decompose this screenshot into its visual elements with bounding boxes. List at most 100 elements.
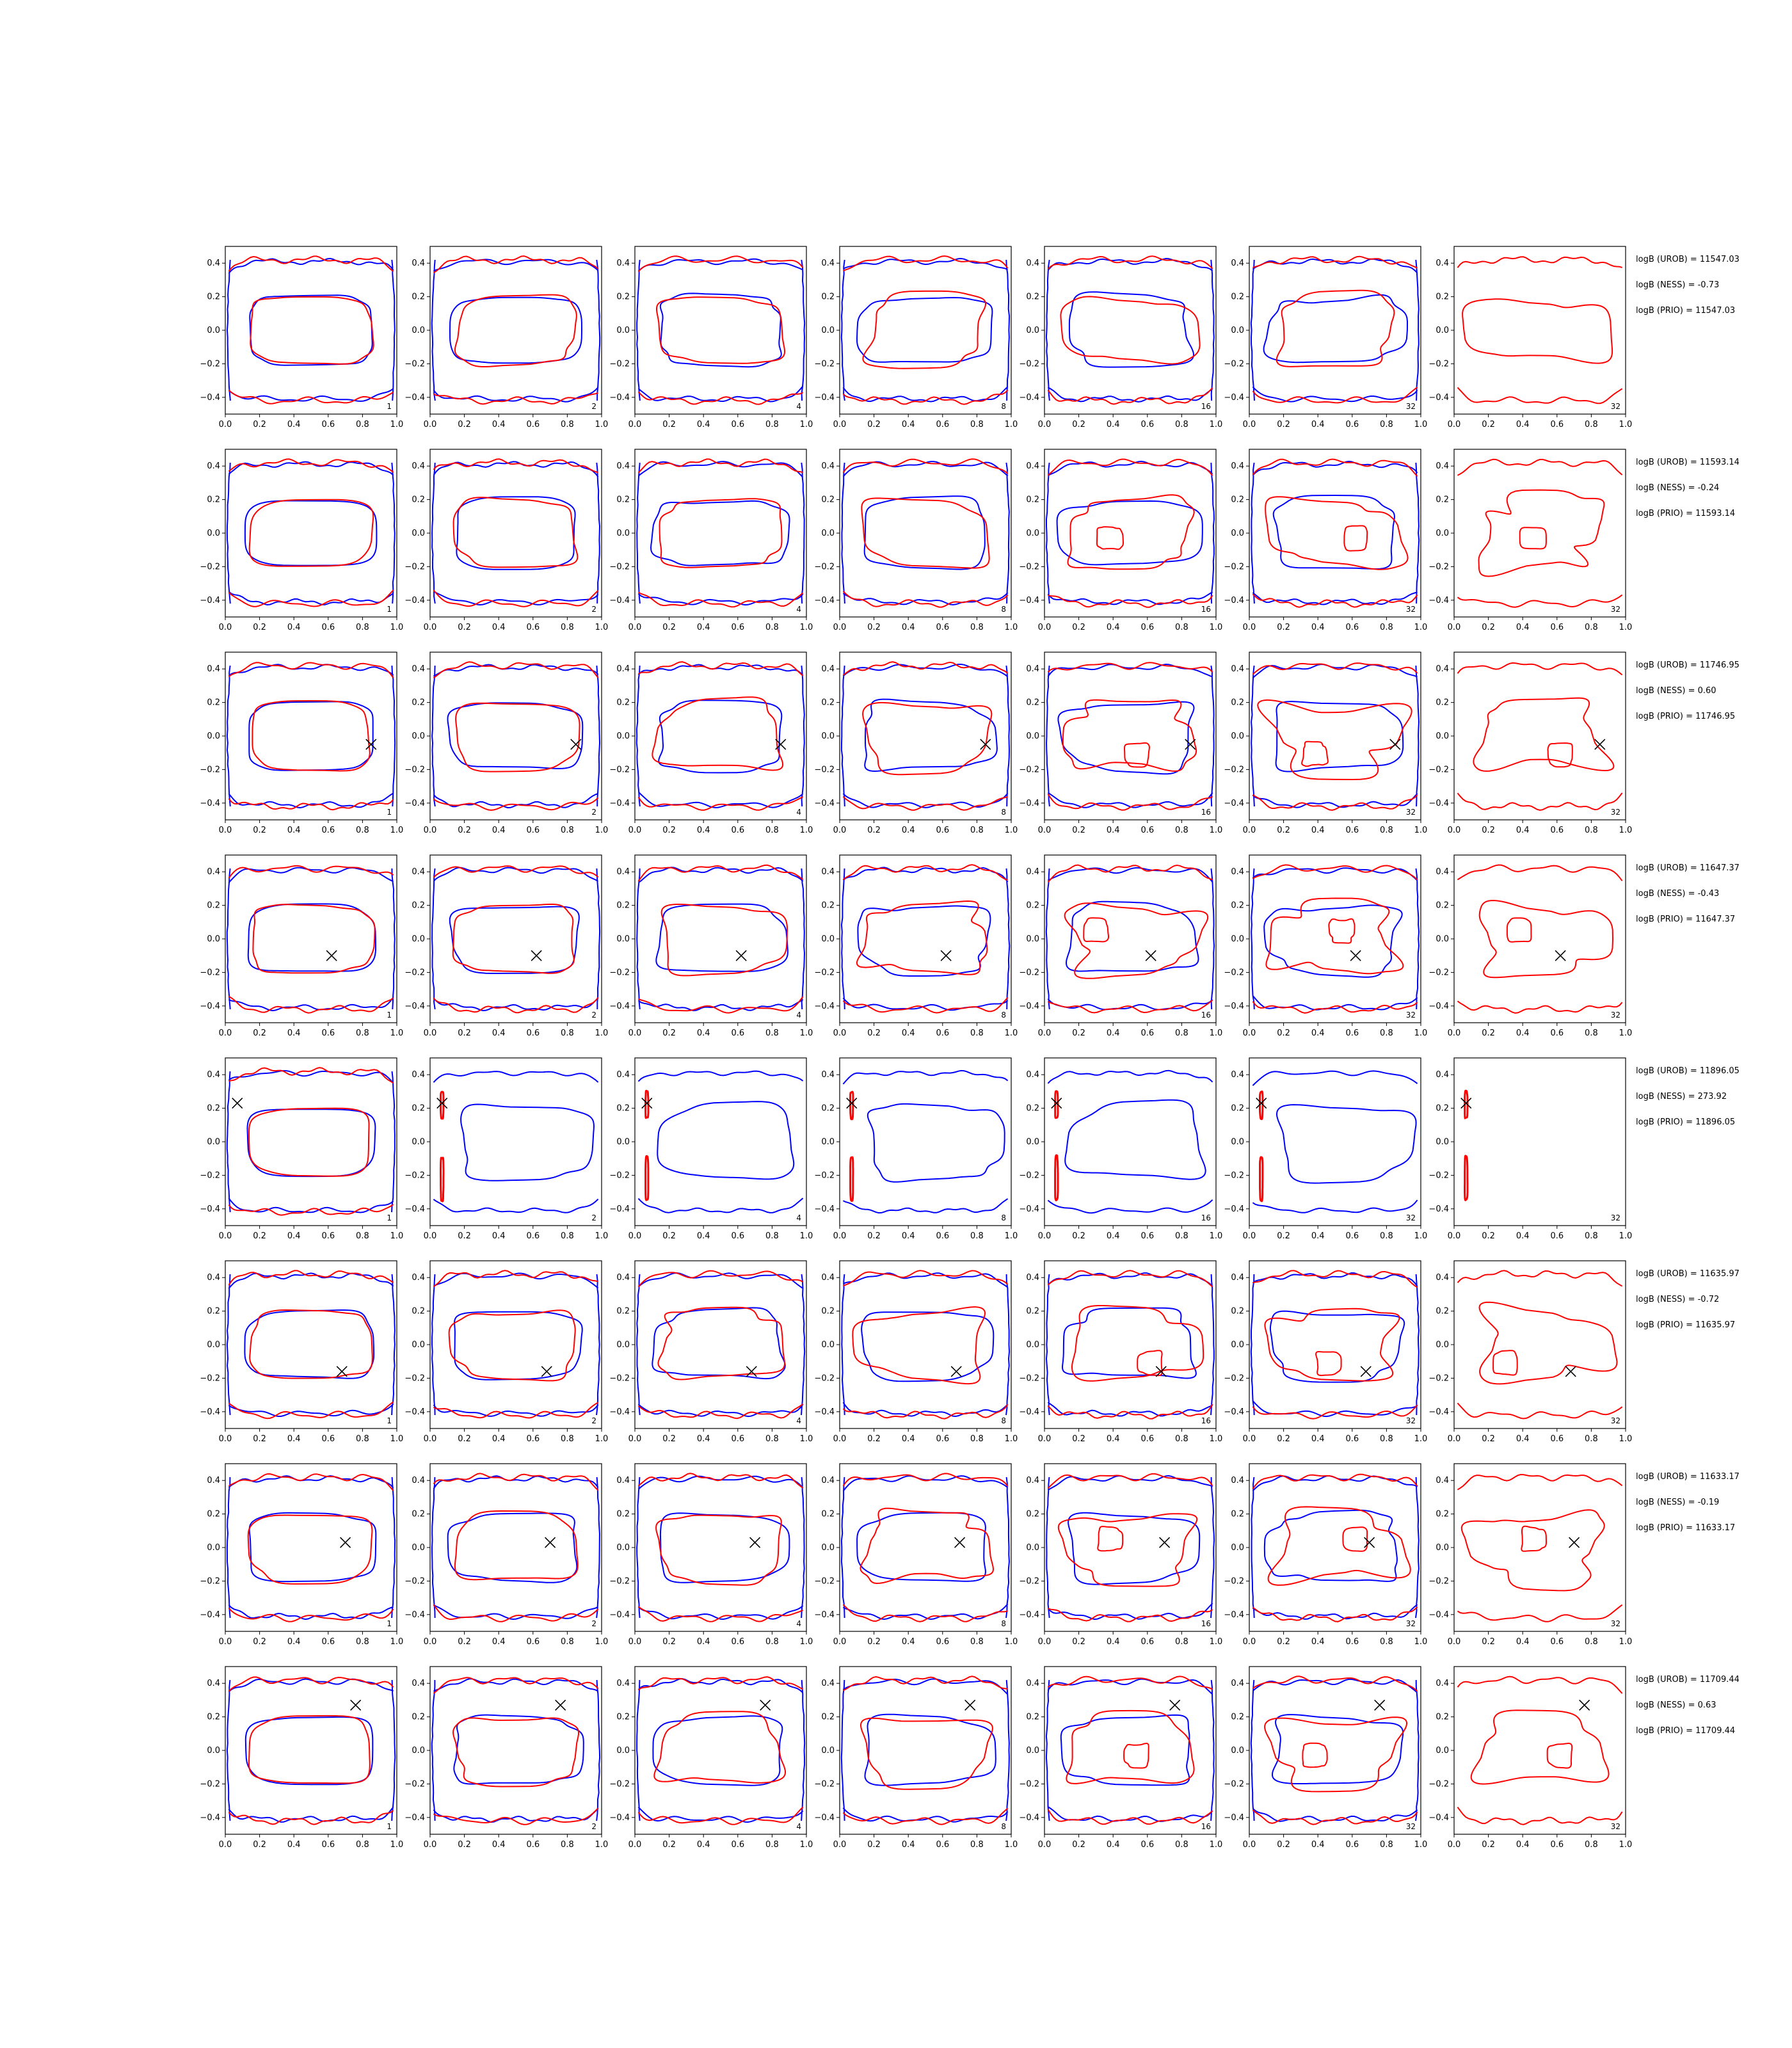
x-tick-label: 0.8 <box>1585 623 1598 632</box>
axes-frame <box>634 1666 807 1835</box>
contours <box>1250 1676 1420 1825</box>
blue-contour <box>840 1475 1011 1620</box>
panel-r6-c1: 0.4 0.2 0.0 −0.2 −0.4 0.0 0.2 0.4 0.6 0.8 1.0 1 <box>200 1260 404 1444</box>
contours <box>636 255 806 405</box>
row-2-logb-prio: logB (PRIO) = 11593.14 <box>1636 509 1735 518</box>
contours <box>1251 458 1420 608</box>
x-tick-label: 1.0 <box>1619 1840 1633 1850</box>
y-tick-label: 0.4 <box>1436 1476 1449 1485</box>
panel-r8-c4: 0.4 0.2 0.0 −0.2 −0.4 0.0 0.2 0.4 0.6 0.8 1.0 8 <box>814 1666 1018 1850</box>
x-tick-label: 0.6 <box>1140 826 1154 835</box>
axes-frame <box>1044 449 1217 618</box>
contours <box>226 1067 396 1216</box>
panel-count-label: 1 <box>387 1619 392 1628</box>
y-tick-label: 0.4 <box>1026 1679 1039 1688</box>
panel-count-label: 16 <box>1201 402 1211 411</box>
panel-r2-c3: 0.4 0.2 0.0 −0.2 −0.4 0.0 0.2 0.4 0.6 0.8 1.0 4 <box>609 449 813 632</box>
axes-frame <box>429 1260 602 1429</box>
y-tick-label: −0.2 <box>609 1779 630 1789</box>
red-contour <box>1506 917 1532 943</box>
y-tick-label: −0.2 <box>404 359 425 369</box>
y-tick-label: −0.4 <box>1224 596 1244 605</box>
x-tick-label: 0.0 <box>833 1840 847 1850</box>
panel-count-label: 32 <box>1611 808 1620 817</box>
panel-r4-c1: 0.4 0.2 0.0 −0.2 −0.4 0.0 0.2 0.4 0.6 0.8 1.0 1 <box>200 854 403 1038</box>
panel-r8-c5: 0.4 0.2 0.0 −0.2 −0.4 0.0 0.2 0.4 0.6 0.8 1.0 16 <box>1019 1666 1222 1850</box>
y-tick-label: 0.4 <box>616 1070 630 1080</box>
y-tick-label: 0.2 <box>1231 1510 1244 1519</box>
x-tick-label: 0.4 <box>492 1028 506 1038</box>
red-contour <box>1470 1709 1610 1785</box>
x-tick-label: 0.2 <box>1072 1840 1085 1850</box>
red-contour <box>433 1270 599 1419</box>
blue-contour <box>659 292 782 368</box>
x-tick-label: 0.0 <box>1038 623 1052 632</box>
panel-count-label: 1 <box>387 1822 392 1831</box>
blue-contour <box>431 259 601 403</box>
y-tick-label: 0.0 <box>616 1340 630 1350</box>
x-tick-label: 0.0 <box>1448 826 1461 835</box>
y-tick-label: 0.2 <box>207 1307 220 1316</box>
y-tick-label: 0.0 <box>616 529 630 538</box>
y-tick-label: 0.0 <box>616 732 630 741</box>
y-tick-label: −0.2 <box>1428 562 1449 572</box>
row-6-logb-urob: logB (UROB) = 11635.97 <box>1636 1269 1740 1279</box>
y-tick-label: 0.2 <box>1026 292 1039 302</box>
axes-frame <box>1249 652 1421 820</box>
x-tick-label: 0.6 <box>731 1434 744 1444</box>
y-tick-label: −0.2 <box>814 1171 835 1180</box>
y-tick-label: 0.2 <box>412 1510 425 1519</box>
x-tick-label: 0.8 <box>1585 420 1598 429</box>
x-tick-label: 0.6 <box>526 826 540 835</box>
blue-contour <box>636 867 806 1012</box>
blue-contour <box>248 701 374 771</box>
y-tick-label: −0.2 <box>200 1373 220 1383</box>
y-tick-label: 0.0 <box>1026 732 1039 741</box>
axes-frame <box>225 1260 397 1429</box>
red-contour <box>1096 526 1124 550</box>
x-tick-label: 0.8 <box>1585 1637 1598 1647</box>
red-contour <box>1265 496 1409 570</box>
red-contour <box>248 1715 371 1784</box>
x-tick-label: 1.0 <box>1414 1028 1428 1038</box>
contours <box>431 661 601 811</box>
red-contour <box>637 1270 804 1420</box>
x-tick-label: 0.8 <box>1380 1028 1393 1038</box>
x-tick-label: 1.0 <box>390 1840 404 1850</box>
x-tick-label: 0.4 <box>1311 1434 1325 1444</box>
panel-count-label: 16 <box>1201 1213 1211 1222</box>
red-contour <box>860 1507 995 1585</box>
blue-contour <box>636 1272 806 1418</box>
x-tick-label: 0.2 <box>253 420 266 429</box>
x-tick-label: 0.2 <box>1277 1637 1290 1647</box>
x-tick-label: 1.0 <box>595 420 609 429</box>
x-tick-label: 1.0 <box>1619 1028 1633 1038</box>
x-tick-label: 0.8 <box>356 1434 369 1444</box>
x-tick-label: 0.6 <box>936 1434 949 1444</box>
red-contour <box>842 864 1009 1014</box>
x-tick-label: 1.0 <box>1414 1840 1428 1850</box>
y-tick-label: −0.4 <box>1428 1204 1449 1214</box>
contours <box>226 1473 396 1622</box>
panel-r7-c1: 0.4 0.2 0.0 −0.2 −0.4 0.0 0.2 0.4 0.6 0.8 1.0 1 <box>200 1463 403 1647</box>
x-tick-label: 1.0 <box>390 1434 404 1444</box>
y-tick-label: 0.2 <box>207 1104 220 1114</box>
x-tick-label: 0.0 <box>219 1637 232 1647</box>
y-tick-label: −0.4 <box>404 1407 425 1417</box>
x-marker <box>964 1699 976 1711</box>
x-marker <box>365 739 377 750</box>
y-tick-label: 0.0 <box>821 529 835 538</box>
contours <box>226 662 396 811</box>
y-tick-label: 0.2 <box>412 292 425 302</box>
x-tick-label: 0.6 <box>526 1434 540 1444</box>
axes-frame <box>1453 1666 1626 1835</box>
y-tick-label: 0.4 <box>207 461 220 471</box>
red-contour <box>1064 902 1209 979</box>
contours <box>226 458 396 607</box>
y-tick-label: 0.0 <box>1231 1746 1244 1756</box>
panel-count-label: 8 <box>1001 1416 1006 1425</box>
panel-r6-c7: 0.4 0.2 0.0 −0.2 −0.4 0.0 0.2 0.4 0.6 0.8 1.0 32 <box>1428 1260 1632 1444</box>
red-contour <box>247 1514 373 1585</box>
axes-frame <box>1044 246 1217 415</box>
x-tick-label: 1.0 <box>1619 420 1633 429</box>
